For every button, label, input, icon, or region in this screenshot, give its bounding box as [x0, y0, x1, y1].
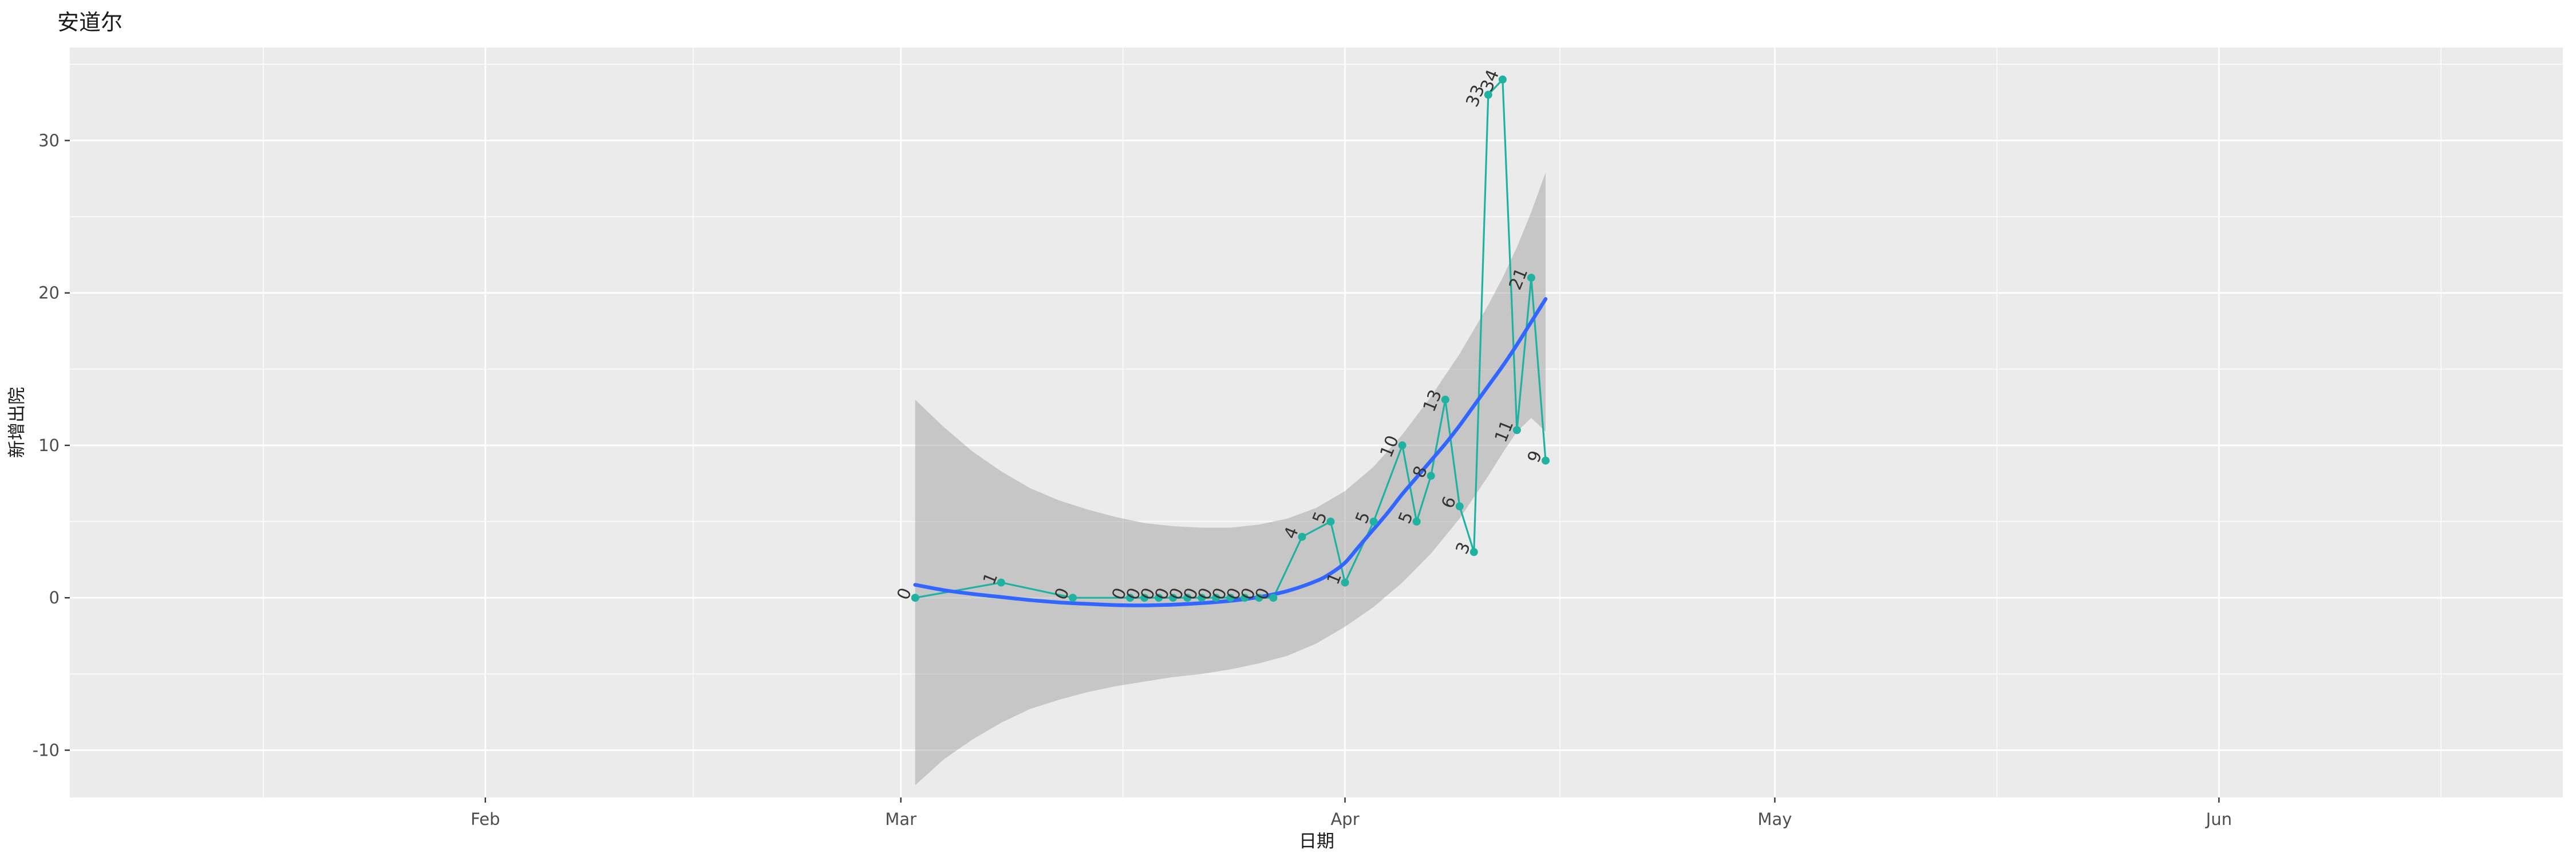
data-point [1155, 594, 1163, 602]
data-point [1369, 518, 1378, 526]
y-tick-label: 30 [38, 131, 60, 150]
data-point [1255, 594, 1263, 602]
data-point [1441, 396, 1449, 404]
smooth-line [913, 297, 1548, 607]
data-point [1341, 578, 1349, 587]
axis-layer: Feb Mar Apr May Jun -10 0 10 20 30 [33, 131, 2232, 829]
y-axis-title: 新增出院 [7, 387, 27, 458]
data-point [1398, 441, 1406, 449]
data-point [1512, 426, 1521, 435]
y-tick-label: -10 [33, 740, 60, 760]
data-point [1326, 518, 1335, 526]
data-point [1198, 594, 1206, 602]
data-point [1469, 548, 1478, 556]
x-tick-label: Apr [1330, 809, 1359, 829]
data-point [1412, 518, 1421, 526]
panel-grid [70, 48, 2563, 797]
data-point [1240, 594, 1249, 602]
x-tick-label: Mar [885, 809, 916, 829]
panel-background [70, 48, 2563, 797]
data-point [1455, 502, 1464, 511]
data-point [911, 594, 919, 602]
data-point [1269, 594, 1278, 602]
data-point [1226, 594, 1235, 602]
data-point [1183, 594, 1192, 602]
y-tick-label: 0 [49, 588, 60, 607]
x-tick-label: Jun [2205, 809, 2232, 829]
y-tick-label: 20 [38, 283, 60, 303]
data-point [1484, 90, 1492, 99]
data-point [1427, 472, 1435, 480]
y-tick-label: 10 [38, 436, 60, 455]
confidence-band [915, 172, 1546, 785]
data-point [997, 578, 1005, 587]
data-point [1069, 594, 1077, 602]
data-point [1542, 456, 1550, 465]
data-point [1140, 594, 1149, 602]
data-point [1126, 594, 1135, 602]
data-point [1169, 594, 1178, 602]
chart-title: 安道尔 [57, 10, 123, 35]
data-point [1498, 75, 1507, 84]
data-point [1527, 274, 1535, 282]
x-tick-label: May [1757, 809, 1792, 829]
data-point [1212, 594, 1220, 602]
x-axis-title: 日期 [1299, 831, 1334, 852]
x-tick-label: Feb [471, 809, 500, 829]
data-point [1298, 532, 1306, 541]
plot-panel [70, 48, 2563, 797]
